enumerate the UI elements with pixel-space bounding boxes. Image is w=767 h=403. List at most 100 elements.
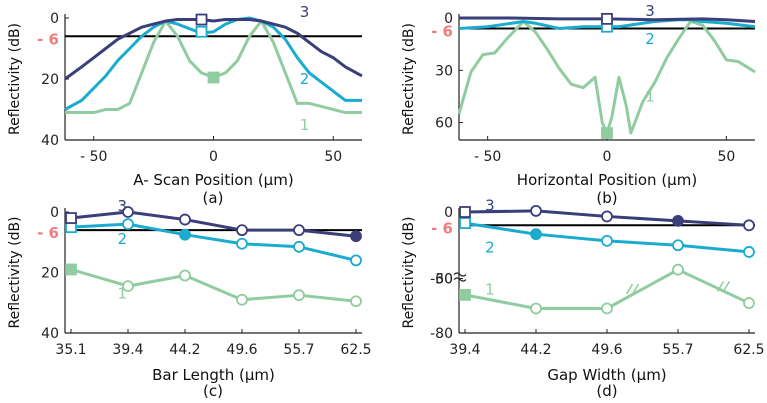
series-1-point	[65, 263, 77, 276]
series-1-point	[293, 289, 305, 302]
series-1-segment	[464, 293, 537, 310]
series-2-label: 2	[118, 230, 128, 248]
series-1-point	[459, 288, 471, 301]
x-tick-label: - 50	[80, 149, 107, 165]
series-2-point	[743, 246, 755, 258]
series-3-point	[672, 214, 684, 227]
series-1-point	[122, 280, 134, 293]
series-1-label: 1	[485, 280, 495, 298]
y-tick-label: -80	[430, 326, 453, 342]
series-3-point	[65, 212, 77, 224]
series-3-label: 3	[485, 196, 495, 214]
series-3-label: 3	[645, 2, 655, 20]
series-3-point	[195, 13, 208, 26]
series-2-point	[530, 228, 542, 241]
threshold-label: - 6	[37, 30, 59, 48]
y-tick-label: 0	[444, 205, 453, 221]
series-2-label: 2	[485, 238, 495, 256]
x-tick-label: 55.7	[283, 342, 314, 358]
series-3-point	[601, 12, 613, 25]
x-tick-label: 62.5	[733, 342, 764, 358]
series-3-label: 3	[300, 3, 310, 21]
series-1-point	[601, 302, 613, 315]
series-2-segment	[464, 221, 537, 236]
series-1-label: 1	[645, 87, 655, 105]
threshold-label: - 6	[431, 22, 453, 40]
series-3-segment	[606, 214, 679, 223]
series-1-line	[70, 268, 357, 303]
chart-panel-b: 0 30 60 - 50 0 50 - 6 1 2 3 Horizontal Position (μ…	[401, 2, 756, 207]
y-tick-label: -60	[430, 272, 453, 288]
threshold-label: - 6	[431, 219, 453, 237]
series-2-point	[195, 25, 208, 38]
series-2-point	[236, 237, 248, 250]
panel-caption: (c)	[203, 382, 223, 400]
x-tick-label: 35.1	[55, 342, 86, 358]
series-1-line	[457, 19, 756, 135]
series-3-line	[64, 18, 363, 81]
y-tick-label: 0	[444, 11, 453, 27]
y-tick-label: 20	[41, 72, 59, 88]
series-1-point	[236, 293, 248, 306]
y-tick-label: 0	[50, 11, 59, 27]
x-tick-label: 50	[324, 149, 342, 165]
y-tick-label: 20	[41, 266, 59, 282]
series-2-segment	[535, 232, 608, 243]
series-2-line	[64, 16, 362, 111]
y-tick-label: 40	[41, 133, 59, 149]
series-break-mark	[716, 280, 731, 292]
x-tick-label: 49.6	[591, 342, 622, 358]
x-tick-label: 62.5	[340, 342, 371, 358]
y-tick-label: 40	[41, 326, 59, 342]
x-tick-label: 50	[717, 149, 735, 165]
y-tick-label: 30	[435, 272, 453, 288]
series-3-point	[530, 204, 542, 217]
series-3-point	[179, 213, 191, 226]
series-2-point	[122, 218, 134, 231]
x-axis-label: Gap Width (μm)	[547, 366, 666, 384]
x-tick-label: 44.2	[169, 342, 200, 358]
series-2-point	[293, 240, 305, 253]
x-tick-label: 39.4	[449, 342, 480, 358]
y-tick-label: 30	[435, 63, 453, 79]
chart-panel-a: 0 20 40 - 50 0 50 - 6 1 2 3 A- Scan Position (μm) R…	[7, 3, 363, 207]
x-tick-label: 44.2	[520, 342, 551, 358]
series-3-segment	[464, 209, 537, 214]
series-3-segment	[535, 209, 608, 218]
series-2-segment	[606, 239, 679, 247]
series-3-line	[70, 210, 357, 238]
y-tick-label: 60	[435, 116, 453, 132]
series-break-mark	[625, 283, 640, 295]
series-2-point	[601, 234, 613, 247]
series-3-point	[459, 206, 471, 218]
x-axis-label: Bar Length (μm)	[152, 366, 275, 384]
panel-caption: (d)	[596, 382, 617, 400]
panel-caption: (b)	[596, 189, 617, 207]
series-1-segment	[677, 268, 750, 305]
series-2-segment	[677, 243, 750, 254]
series-1-segment	[606, 268, 679, 310]
series-1-point	[601, 127, 613, 139]
series-3-point	[122, 206, 134, 218]
series-2-line	[70, 222, 357, 262]
series-1-point	[179, 269, 191, 282]
series-1-point	[350, 295, 362, 308]
series-1-point	[672, 263, 684, 276]
series-1-label: 1	[300, 116, 310, 134]
y-axis-label: Reflectivity (dB)	[401, 23, 417, 135]
y-axis-label: Reflectivity (dB)	[7, 23, 23, 135]
series-1-point	[530, 302, 542, 315]
y-axis-label: Reflectivity (dB)	[401, 216, 417, 328]
series-3-point	[743, 219, 755, 232]
x-tick-label: 55.7	[662, 342, 693, 358]
axis-break-mark	[453, 272, 467, 282]
x-tick-label: - 50	[474, 149, 501, 165]
x-tick-label: 0	[209, 149, 218, 165]
series-2-point	[350, 254, 362, 267]
y-tick-label: 0	[50, 205, 59, 221]
series-3-point	[350, 230, 362, 243]
series-2-label: 2	[645, 30, 655, 48]
